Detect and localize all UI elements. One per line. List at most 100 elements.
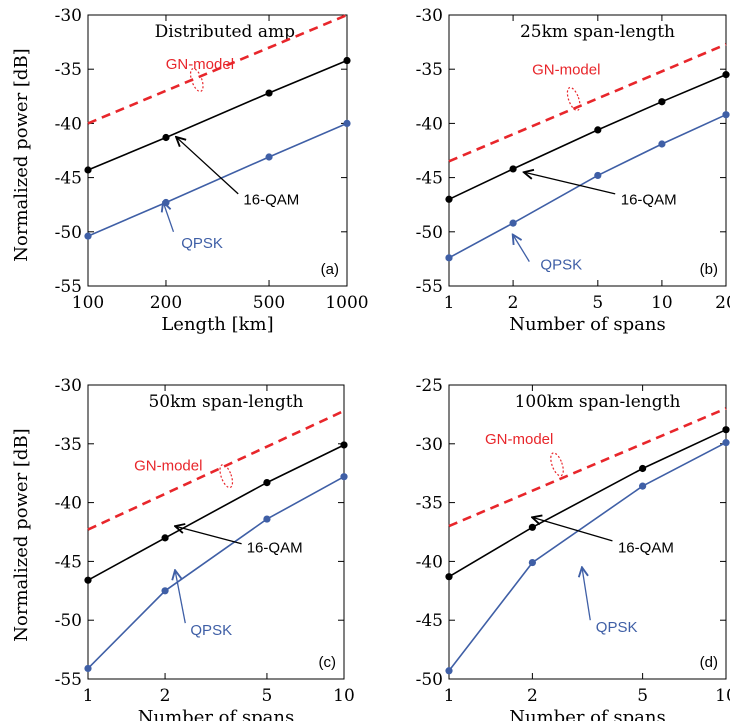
- x-tick-label: 2: [508, 293, 519, 313]
- qpsk-arrow: [582, 567, 591, 621]
- 16qam-arrow: [175, 526, 242, 545]
- plot-frame: [87, 384, 345, 680]
- y-tick-label: -45: [55, 169, 82, 189]
- y-tick-label: -40: [416, 552, 443, 572]
- 16qam-label: 16-QAM: [621, 192, 677, 209]
- x-tick-label: 2: [160, 686, 171, 706]
- qpsk-arrow: [175, 570, 186, 624]
- y-tick-label: -45: [416, 169, 443, 189]
- data-point-qpsk: [722, 111, 730, 119]
- qpsk-arrow: [163, 202, 175, 233]
- x-tick-label: 5: [637, 686, 648, 706]
- qpsk-label: QPSK: [540, 257, 582, 274]
- y-tick-label: -45: [416, 611, 443, 631]
- gn-model-ellipse: [566, 87, 581, 112]
- panel-id: (a): [321, 261, 339, 278]
- panel-id: (b): [700, 261, 718, 278]
- x-axis-label: Number of spans: [138, 707, 294, 721]
- x-tick-label: 100: [72, 293, 104, 313]
- data-point-16-qam: [509, 165, 517, 173]
- data-point-qpsk: [445, 254, 453, 262]
- series-line-16-qam: [87, 444, 345, 581]
- gn-model-label: GN-model: [485, 431, 553, 448]
- panel-title: 100km span-length: [515, 392, 681, 412]
- series-line-16-qam: [448, 428, 727, 578]
- y-tick-label: -35: [416, 494, 443, 514]
- y-tick-label: -35: [55, 435, 82, 455]
- panel-title: Distributed amp.: [155, 22, 301, 42]
- x-tick-label: 200: [150, 293, 182, 313]
- data-point-16-qam: [594, 126, 602, 134]
- series-line-qpsk: [87, 475, 345, 669]
- y-tick-label: -30: [55, 376, 82, 396]
- y-tick-label: -25: [416, 376, 443, 396]
- data-point-qpsk: [658, 140, 666, 148]
- series-line-gn-model: [448, 407, 727, 528]
- data-point-16-qam: [84, 576, 92, 584]
- y-tick-label: -30: [55, 6, 82, 26]
- panel-id: (c): [319, 654, 337, 671]
- y-tick-label: -35: [55, 60, 82, 80]
- data-point-qpsk: [594, 171, 602, 180]
- data-point-qpsk: [84, 664, 92, 673]
- 16qam-arrow: [524, 172, 616, 195]
- data-point-qpsk: [722, 439, 730, 447]
- y-axis-label-top: Normalized power [dB]: [11, 48, 32, 261]
- 16qam-label: 16-QAM: [618, 540, 674, 557]
- gn-model-ellipse: [219, 464, 234, 489]
- chart-panel-a: -55 -50 -45 -40 -35 -30 100 200 500 1000 Length [k…: [55, 6, 369, 335]
- data-point-qpsk: [445, 667, 453, 675]
- data-point-qpsk: [265, 153, 273, 161]
- panel-title: 50km span-length: [148, 392, 303, 412]
- x-axis-label: Number of spans: [509, 314, 665, 335]
- data-point-16-qam: [722, 71, 730, 79]
- y-tick-label: -55: [416, 277, 443, 297]
- y-tick-label: -40: [55, 114, 82, 134]
- series-line-gn-model: [448, 43, 727, 163]
- gn-model-label: GN-model: [134, 457, 202, 474]
- plot-frame: [87, 14, 348, 287]
- qpsk-label: QPSK: [190, 622, 232, 639]
- data-point-16-qam: [528, 523, 536, 531]
- x-tick-label: 2: [527, 686, 538, 706]
- panel-title: 25km span-length: [520, 22, 675, 42]
- series-line-qpsk: [87, 122, 348, 237]
- qpsk-arrow: [513, 235, 530, 262]
- chart-panel-c: -55 -50 -45 -40 -35 -30 1 2 5 10 Number of spans 50…: [55, 376, 355, 721]
- data-point-16-qam: [445, 573, 453, 581]
- data-point-16-qam: [445, 195, 453, 203]
- data-point-qpsk: [639, 482, 647, 490]
- x-tick-label: 10: [715, 686, 730, 706]
- gn-model-label: GN-model: [166, 56, 234, 73]
- panel-id: (d): [700, 654, 718, 671]
- series-line-gn-model: [87, 13, 348, 125]
- data-point-16-qam: [658, 98, 666, 106]
- chart-panel-b: -55 -50 -45 -40 -35 -30 1 2 5 10 20 Number of spans…: [416, 6, 730, 335]
- series-line-qpsk: [448, 441, 727, 672]
- series-line-16-qam: [87, 59, 348, 171]
- y-tick-label: -30: [416, 435, 443, 455]
- 16qam-arrow: [532, 517, 613, 542]
- x-tick-label: 1: [444, 293, 455, 313]
- data-point-16-qam: [265, 89, 273, 97]
- x-tick-label: 1000: [325, 293, 368, 313]
- data-point-qpsk: [528, 558, 536, 567]
- y-axis-label-bottom: Normalized power [dB]: [11, 428, 32, 641]
- x-tick-label: 500: [253, 293, 285, 313]
- data-point-qpsk: [343, 119, 351, 127]
- qpsk-label: QPSK: [181, 235, 223, 252]
- y-tick-label: -55: [55, 277, 82, 297]
- data-point-qpsk: [509, 219, 517, 227]
- data-point-16-qam: [162, 133, 170, 142]
- y-tick-label: -35: [416, 60, 443, 80]
- data-point-16-qam: [340, 441, 348, 449]
- x-tick-label: 5: [262, 686, 273, 706]
- x-tick-label: 20: [715, 293, 730, 313]
- plot-frame: [448, 384, 727, 680]
- x-tick-label: 1: [83, 686, 94, 706]
- y-tick-label: -55: [55, 670, 82, 690]
- qpsk-label: QPSK: [596, 619, 638, 636]
- plot-frame: [448, 14, 727, 287]
- x-tick-label: 1: [444, 686, 455, 706]
